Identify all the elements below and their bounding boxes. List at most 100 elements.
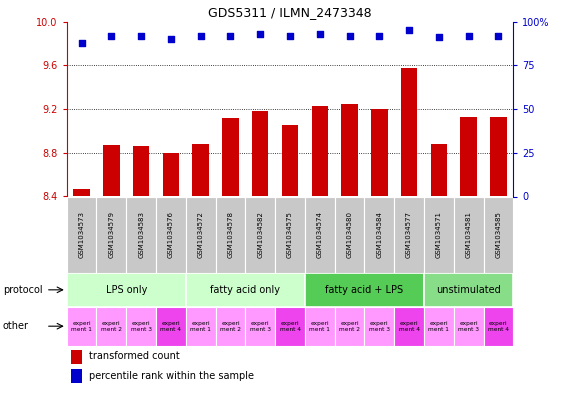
Text: experi
ment 4: experi ment 4 (280, 321, 300, 332)
Bar (156, 307, 186, 346)
Bar (126, 196, 156, 273)
Text: experi
ment 4: experi ment 4 (488, 321, 509, 332)
Bar (133, 146, 149, 196)
Text: experi
ment 1: experi ment 1 (429, 321, 450, 332)
Bar (96, 196, 126, 273)
Bar (461, 117, 477, 196)
Bar (186, 273, 305, 307)
Text: experi
ment 3: experi ment 3 (458, 321, 479, 332)
Point (107, 33, 116, 39)
Text: experi
ment 4: experi ment 4 (161, 321, 182, 332)
Bar (282, 125, 298, 196)
Text: GSM1034577: GSM1034577 (406, 211, 412, 258)
Bar (71, 350, 82, 364)
Bar (126, 307, 156, 346)
Bar (71, 369, 82, 383)
Text: experi
ment 4: experi ment 4 (398, 321, 419, 332)
Title: GDS5311 / ILMN_2473348: GDS5311 / ILMN_2473348 (208, 6, 372, 19)
Bar (96, 307, 126, 346)
Bar (311, 106, 328, 196)
Bar (305, 273, 424, 307)
Bar (245, 307, 275, 346)
Bar (454, 196, 484, 273)
Text: GSM1034572: GSM1034572 (198, 211, 204, 258)
Point (136, 33, 146, 39)
Text: experi
ment 2: experi ment 2 (220, 321, 241, 332)
Bar (103, 145, 119, 196)
Text: experi
ment 3: experi ment 3 (250, 321, 271, 332)
Bar (275, 196, 305, 273)
Bar (163, 153, 179, 196)
Point (77, 39, 86, 46)
Bar (484, 307, 513, 346)
Text: GSM1034574: GSM1034574 (317, 211, 323, 258)
Text: experi
ment 1: experi ment 1 (190, 321, 211, 332)
Point (494, 33, 503, 39)
Bar (401, 68, 417, 196)
Text: experi
ment 3: experi ment 3 (369, 321, 390, 332)
Bar (490, 117, 506, 196)
Bar (394, 307, 424, 346)
Bar (275, 307, 305, 346)
Bar (252, 111, 269, 196)
Bar (394, 196, 424, 273)
Bar (305, 307, 335, 346)
Text: GSM1034571: GSM1034571 (436, 211, 442, 258)
Bar (74, 189, 90, 196)
Bar (186, 307, 216, 346)
Text: GSM1034583: GSM1034583 (138, 211, 144, 258)
Bar (193, 144, 209, 196)
Bar (364, 196, 394, 273)
Bar (454, 307, 484, 346)
Bar (67, 273, 186, 307)
Bar (342, 104, 358, 196)
Text: unstimulated: unstimulated (436, 285, 501, 295)
Text: fatty acid only: fatty acid only (211, 285, 280, 295)
Text: percentile rank within the sample: percentile rank within the sample (89, 371, 254, 381)
Bar (216, 196, 245, 273)
Point (375, 33, 384, 39)
Point (196, 33, 205, 39)
Bar (484, 196, 513, 273)
Text: experi
ment 1: experi ment 1 (71, 321, 92, 332)
Bar (424, 196, 454, 273)
Text: fatty acid + LPS: fatty acid + LPS (325, 285, 404, 295)
Bar (67, 307, 96, 346)
Bar (364, 307, 394, 346)
Text: experi
ment 3: experi ment 3 (130, 321, 151, 332)
Point (256, 31, 265, 37)
Text: GSM1034578: GSM1034578 (227, 211, 234, 258)
Text: experi
ment 2: experi ment 2 (339, 321, 360, 332)
Point (434, 34, 444, 40)
Text: GSM1034580: GSM1034580 (346, 211, 353, 258)
Text: GSM1034585: GSM1034585 (495, 211, 502, 258)
Point (404, 27, 414, 33)
Text: protocol: protocol (3, 285, 42, 295)
Text: GSM1034579: GSM1034579 (108, 211, 114, 258)
Text: GSM1034573: GSM1034573 (78, 211, 85, 258)
Text: experi
ment 2: experi ment 2 (101, 321, 122, 332)
Bar (431, 144, 447, 196)
Point (166, 36, 176, 42)
Point (285, 33, 295, 39)
Text: GSM1034576: GSM1034576 (168, 211, 174, 258)
Bar (305, 196, 335, 273)
Point (226, 33, 235, 39)
Bar (335, 307, 364, 346)
Bar (335, 196, 364, 273)
Bar (186, 196, 216, 273)
Text: GSM1034584: GSM1034584 (376, 211, 382, 258)
Bar (371, 109, 387, 196)
Bar (216, 307, 245, 346)
Bar (245, 196, 275, 273)
Point (464, 33, 473, 39)
Text: experi
ment 1: experi ment 1 (309, 321, 330, 332)
Text: other: other (3, 321, 29, 331)
Point (315, 31, 324, 37)
Text: LPS only: LPS only (106, 285, 147, 295)
Text: GSM1034575: GSM1034575 (287, 211, 293, 258)
Point (345, 33, 354, 39)
Text: GSM1034582: GSM1034582 (257, 211, 263, 258)
Bar (424, 273, 513, 307)
Text: transformed count: transformed count (89, 351, 180, 362)
